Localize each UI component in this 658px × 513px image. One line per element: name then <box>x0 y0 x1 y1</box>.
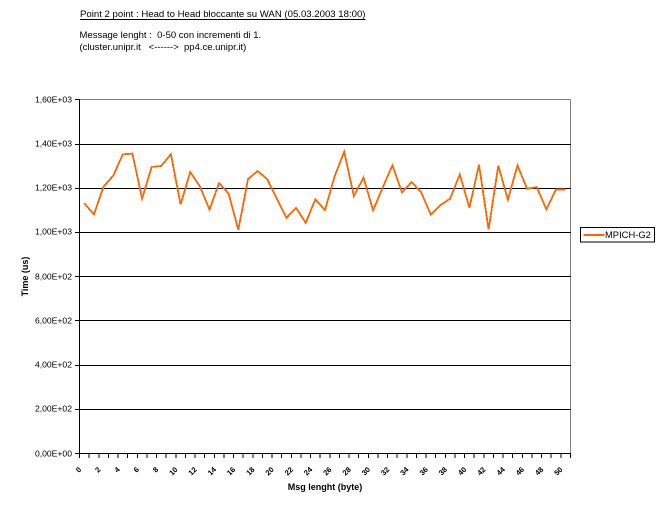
svg-text:1,60E+03: 1,60E+03 <box>35 95 72 105</box>
svg-text:40: 40 <box>456 465 468 477</box>
svg-text:48: 48 <box>533 465 545 477</box>
svg-text:8,00E+02: 8,00E+02 <box>35 272 72 282</box>
svg-text:18: 18 <box>244 465 256 477</box>
svg-text:28: 28 <box>341 465 353 477</box>
svg-text:2,00E+02: 2,00E+02 <box>35 404 72 414</box>
svg-text:38: 38 <box>437 465 449 477</box>
svg-text:20: 20 <box>263 465 275 477</box>
svg-text:16: 16 <box>225 465 237 477</box>
svg-text:22: 22 <box>283 465 295 477</box>
svg-text:4,00E+02: 4,00E+02 <box>35 360 72 370</box>
svg-text:MPICH-G2: MPICH-G2 <box>605 229 651 240</box>
svg-text:2: 2 <box>93 465 102 474</box>
svg-text:Msg lenght (byte): Msg lenght (byte) <box>288 482 363 492</box>
svg-text:36: 36 <box>418 465 430 477</box>
svg-text:0,00E+00: 0,00E+00 <box>35 449 72 459</box>
svg-text:46: 46 <box>514 465 526 477</box>
svg-text:8: 8 <box>151 465 160 474</box>
svg-text:12: 12 <box>186 465 198 477</box>
svg-text:42: 42 <box>475 465 487 477</box>
svg-text:34: 34 <box>398 464 411 477</box>
svg-text:0: 0 <box>74 465 83 474</box>
svg-text:1,40E+03: 1,40E+03 <box>35 139 72 149</box>
svg-text:26: 26 <box>321 465 333 477</box>
svg-text:32: 32 <box>379 465 391 477</box>
svg-text:4: 4 <box>112 464 122 474</box>
svg-text:24: 24 <box>302 464 315 477</box>
svg-text:50: 50 <box>552 465 564 477</box>
svg-text:Time (us): Time (us) <box>20 257 30 297</box>
svg-text:44: 44 <box>495 464 508 477</box>
svg-text:1,20E+03: 1,20E+03 <box>35 183 72 193</box>
svg-text:10: 10 <box>167 465 179 477</box>
svg-text:6,00E+02: 6,00E+02 <box>35 316 72 326</box>
svg-text:30: 30 <box>360 465 372 477</box>
svg-text:6: 6 <box>132 465 141 474</box>
svg-text:1,00E+03: 1,00E+03 <box>35 227 72 237</box>
svg-text:14: 14 <box>206 464 219 477</box>
